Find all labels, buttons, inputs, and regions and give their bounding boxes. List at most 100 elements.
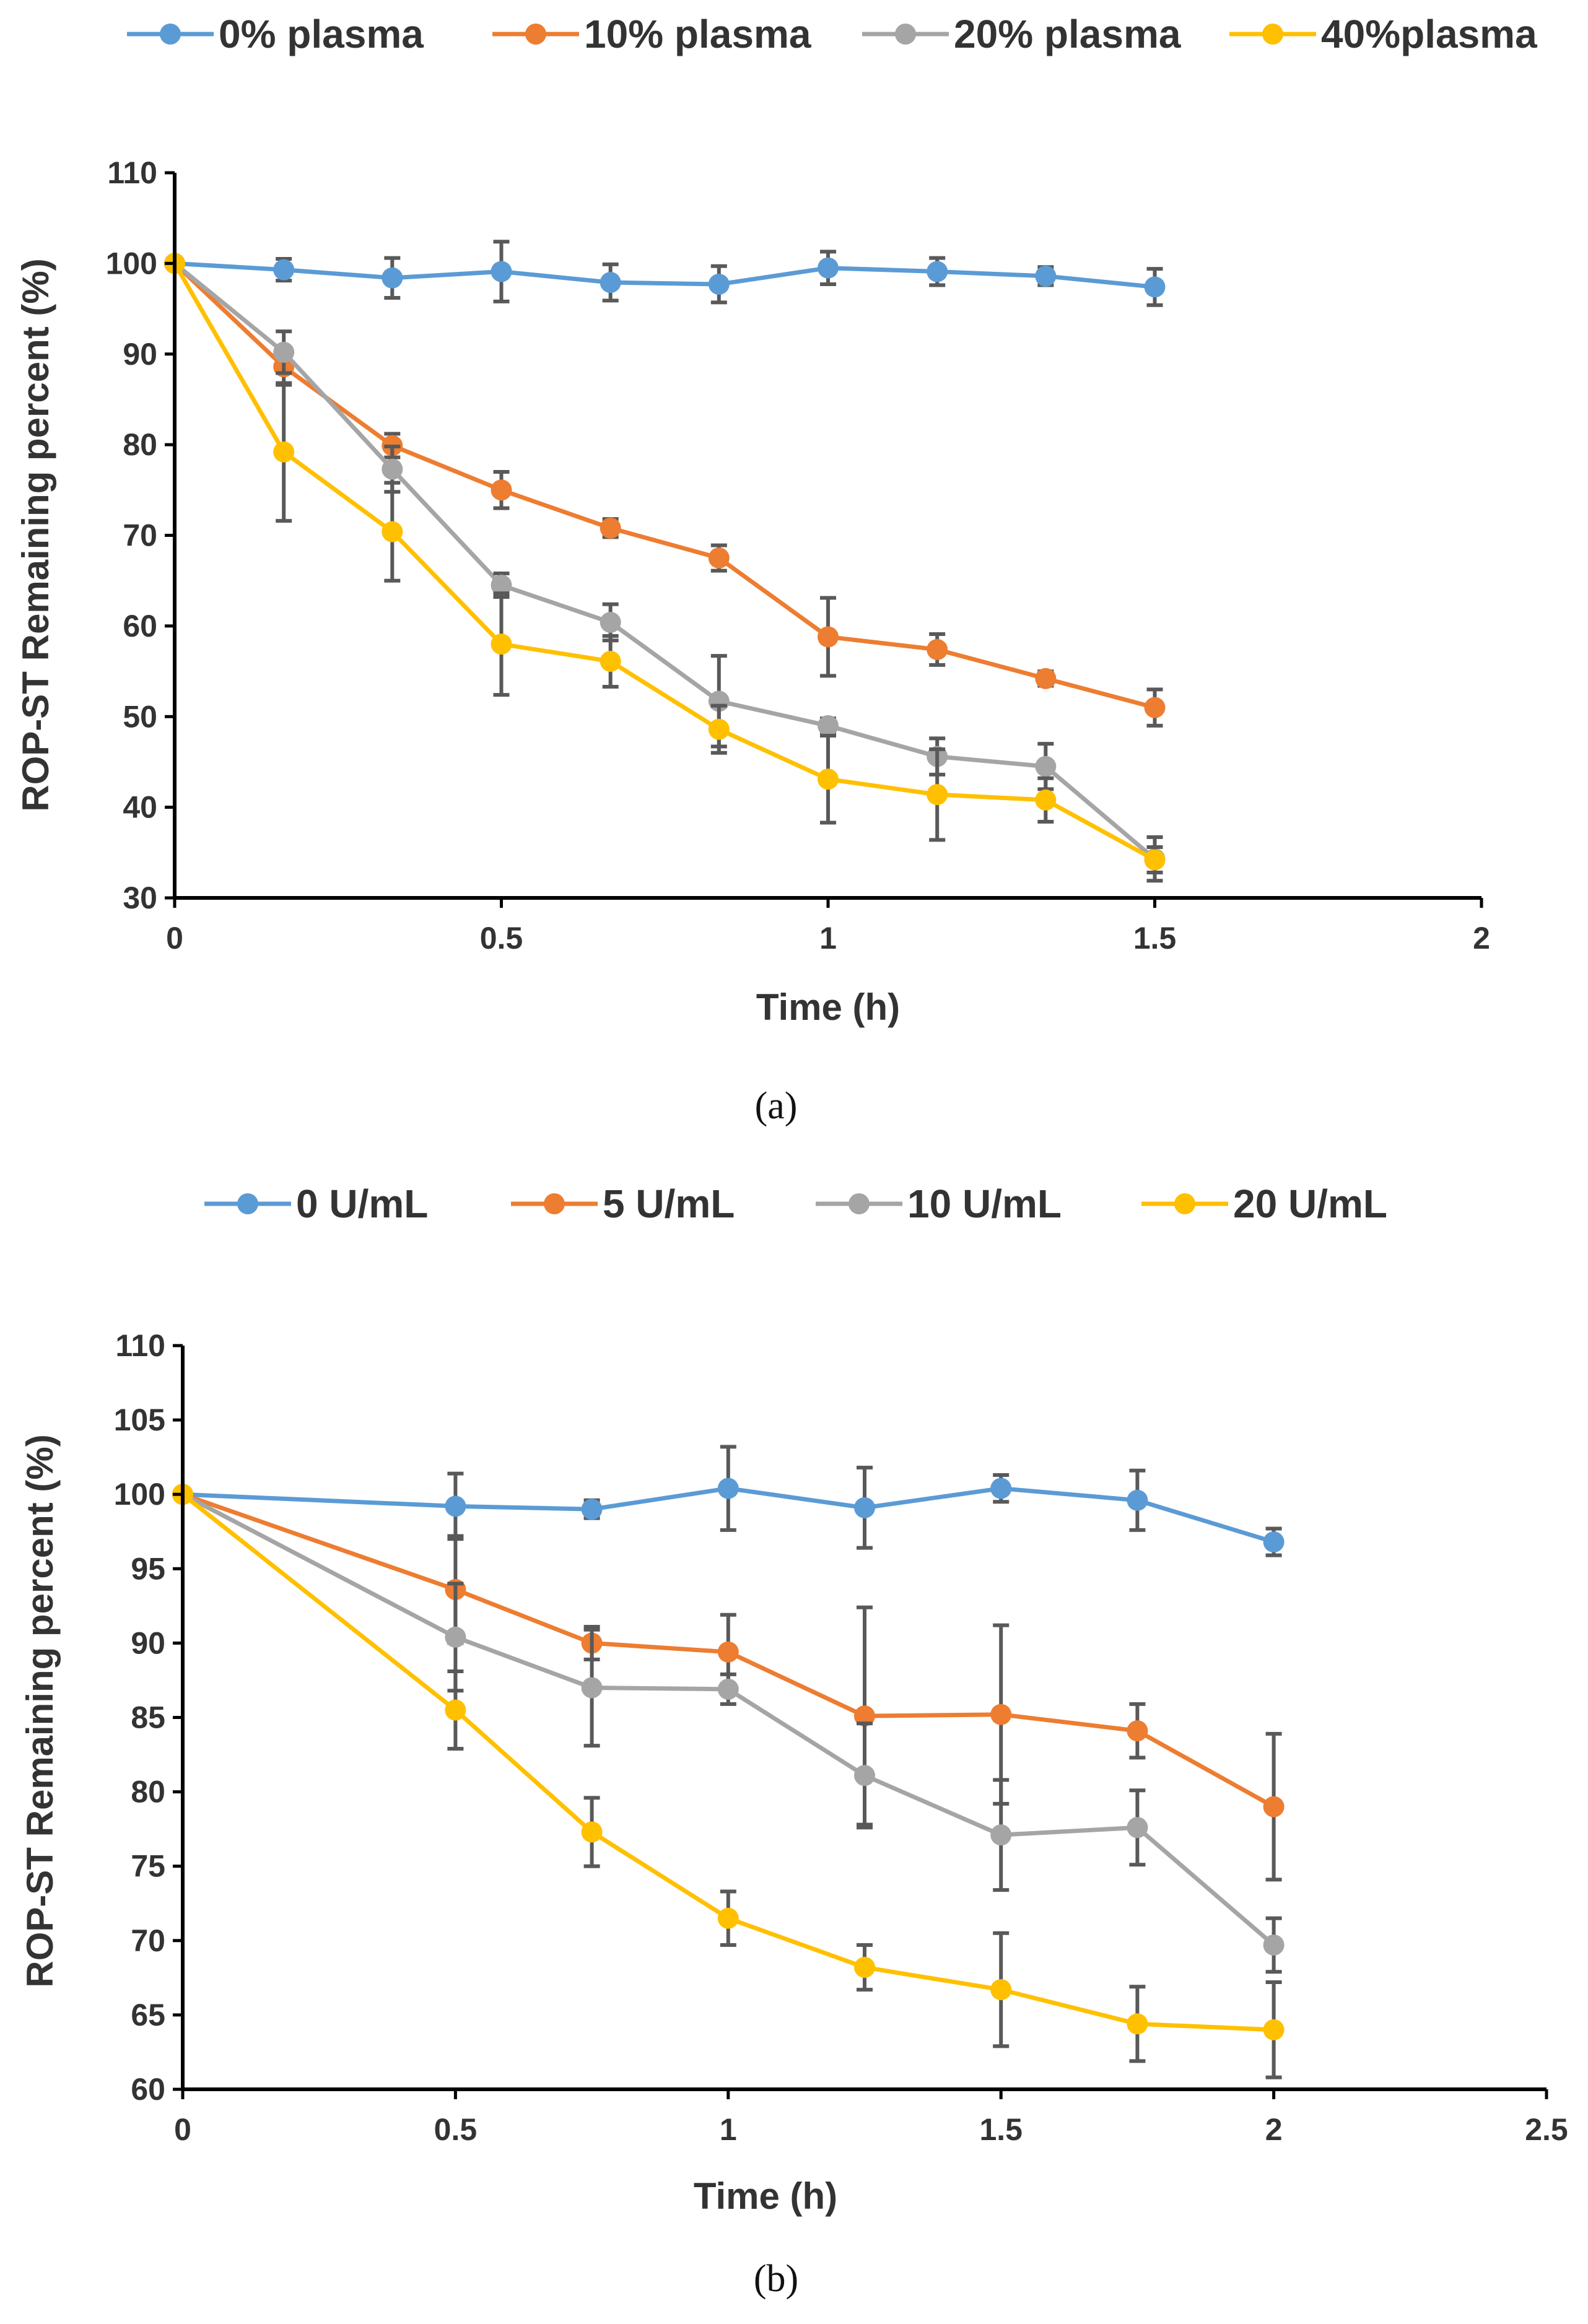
- series-5-u-ml: [172, 1484, 1285, 1882]
- series-line-10pct-plasma: [173, 261, 1156, 710]
- data-point-10-u-ml: [717, 1678, 739, 1700]
- chart-a-x-tick-label: 0: [166, 921, 183, 955]
- data-point-10pct-plasma: [1144, 697, 1166, 718]
- chart-b-y-tick-label: 80: [131, 1775, 165, 1809]
- chart-b-y-tick-label: 70: [131, 1923, 165, 1958]
- chart-a-x-axis-title: Time (h): [756, 986, 900, 1028]
- data-point-0pct-plasma: [818, 257, 839, 279]
- chart-a-y-tick-label: 40: [123, 790, 157, 825]
- chart-a-x-tick-label: 2: [1473, 921, 1490, 955]
- data-point-0pct-plasma: [491, 261, 512, 282]
- data-point-20pct-plasma: [273, 341, 295, 363]
- legend-a: 0% plasma 10% plasma 20% plasma 40%plasma: [127, 12, 1537, 56]
- data-point-10-u-ml: [1127, 1817, 1148, 1839]
- series-line-20pct-plasma: [173, 261, 1156, 861]
- legend-marker: [895, 24, 916, 45]
- legend-marker: [237, 1193, 258, 1214]
- data-point-10-u-ml: [854, 1765, 875, 1787]
- data-point-20-u-ml: [445, 1699, 466, 1721]
- chart-b-y-tick-label: 85: [131, 1700, 165, 1735]
- chart-b-y-axis-title: ROP-ST Remaining percent (%): [19, 1434, 61, 1987]
- data-point-0pct-plasma: [273, 259, 295, 281]
- data-point-40pctplasma: [273, 441, 295, 463]
- series-40pctplasma: [164, 253, 1166, 875]
- data-point-20-u-ml: [1127, 2013, 1148, 2035]
- legend-item-10-u-ml: 10 U/mL: [816, 1182, 1062, 1226]
- chart-a-y-tick-label: 100: [106, 246, 157, 281]
- legend-item-0-u-ml: 0 U/mL: [204, 1182, 428, 1226]
- chart-b-y-tick-label: 65: [131, 1998, 165, 2032]
- data-point-40pctplasma: [818, 768, 839, 790]
- legend-label: 10% plasma: [584, 12, 811, 56]
- legend-marker: [1262, 24, 1283, 45]
- data-point-40pctplasma: [927, 784, 948, 806]
- data-point-10-u-ml: [990, 1824, 1012, 1846]
- chart-b-x-tick-label: 1.5: [979, 2112, 1023, 2147]
- data-point-0pct-plasma: [1144, 276, 1166, 298]
- data-point-0-u-ml: [445, 1495, 466, 1517]
- legend-marker: [849, 1193, 870, 1214]
- data-point-10-u-ml: [581, 1677, 603, 1699]
- series-0-u-ml: [172, 1445, 1285, 1557]
- chart-a-y-tick-label: 110: [107, 155, 157, 190]
- data-point-0pct-plasma: [927, 261, 948, 282]
- series-10-u-ml: [172, 1484, 1285, 1974]
- data-point-0-u-ml: [990, 1478, 1012, 1499]
- legend-label: 10 U/mL: [907, 1182, 1062, 1226]
- legend-marker: [544, 1193, 565, 1214]
- chart-b-y-tick-label: 105: [114, 1403, 165, 1437]
- data-point-0-u-ml: [581, 1499, 603, 1520]
- chart-a-y-tick-label: 60: [123, 609, 157, 643]
- legend-item-20pct-plasma: 20% plasma: [862, 12, 1181, 56]
- chart-a-y-tick-label: 80: [123, 427, 157, 462]
- chart-b-x-tick-label: 2.5: [1525, 2112, 1568, 2147]
- data-point-20pct-plasma: [818, 715, 839, 736]
- data-point-0pct-plasma: [382, 267, 403, 289]
- data-point-5-u-ml: [717, 1641, 739, 1663]
- chart-a-y-tick-label: 70: [123, 518, 157, 553]
- chart-a-x-tick-label: 0.5: [480, 921, 523, 955]
- legend-label: 0 U/mL: [296, 1182, 428, 1226]
- data-point-20pct-plasma: [1035, 755, 1057, 777]
- data-point-5-u-ml: [1127, 1720, 1148, 1742]
- chart-b: 0 U/mL 5 U/mL 10 U/mL 20 U/mL 60 65 70 75 80 85 9…: [19, 1182, 1568, 2300]
- chart-b-x-tick-label: 2: [1265, 2112, 1283, 2147]
- data-point-40pctplasma: [708, 718, 730, 740]
- data-point-0-u-ml: [717, 1478, 739, 1499]
- data-point-20-u-ml: [581, 1821, 603, 1843]
- chart-b-y-tick-label: 60: [131, 2072, 165, 2107]
- chart-b-x-tick-label: 0: [174, 2112, 191, 2147]
- data-point-20-u-ml: [854, 1957, 875, 1978]
- series-line-40pctplasma: [172, 262, 1156, 862]
- chart-b-x-axis-title: Time (h): [694, 2175, 837, 2217]
- chart-b-y-tick-label: 110: [115, 1328, 165, 1363]
- data-point-40pctplasma: [1035, 789, 1057, 811]
- chart-b-x-tick-label: 1: [720, 2112, 737, 2147]
- data-point-0-u-ml: [1263, 1531, 1285, 1553]
- data-point-0pct-plasma: [600, 272, 621, 294]
- data-point-20-u-ml: [990, 1979, 1012, 2001]
- data-point-5-u-ml: [990, 1704, 1012, 1725]
- data-point-5-u-ml: [1263, 1796, 1285, 1817]
- series-20-u-ml: [172, 1484, 1285, 2079]
- data-point-40pctplasma: [382, 521, 403, 542]
- legend-item-5-u-ml: 5 U/mL: [511, 1182, 735, 1226]
- data-point-20pct-plasma: [491, 575, 512, 596]
- data-point-40pctplasma: [600, 650, 621, 672]
- legend-label: 20% plasma: [954, 12, 1181, 56]
- data-point-0-u-ml: [1127, 1489, 1148, 1511]
- legend-label: 0% plasma: [219, 12, 424, 56]
- series-line-5-u-ml: [181, 1492, 1275, 1809]
- chart-b-y-tick-label: 90: [131, 1625, 165, 1660]
- data-point-10pct-plasma: [491, 479, 512, 501]
- chart-a-x-ticks: 0 0.5 1 1.5 2: [166, 898, 1490, 955]
- data-point-10pct-plasma: [708, 547, 730, 569]
- data-point-40pctplasma: [491, 633, 512, 655]
- chart-a-x-tick-label: 1: [819, 921, 837, 955]
- legend-item-10pct-plasma: 10% plasma: [492, 12, 811, 56]
- data-point-0pct-plasma: [1035, 265, 1057, 287]
- data-point-10pct-plasma: [1035, 668, 1057, 689]
- legend-label: 40%plasma: [1321, 12, 1537, 56]
- chart-b-caption: (b): [754, 2258, 798, 2300]
